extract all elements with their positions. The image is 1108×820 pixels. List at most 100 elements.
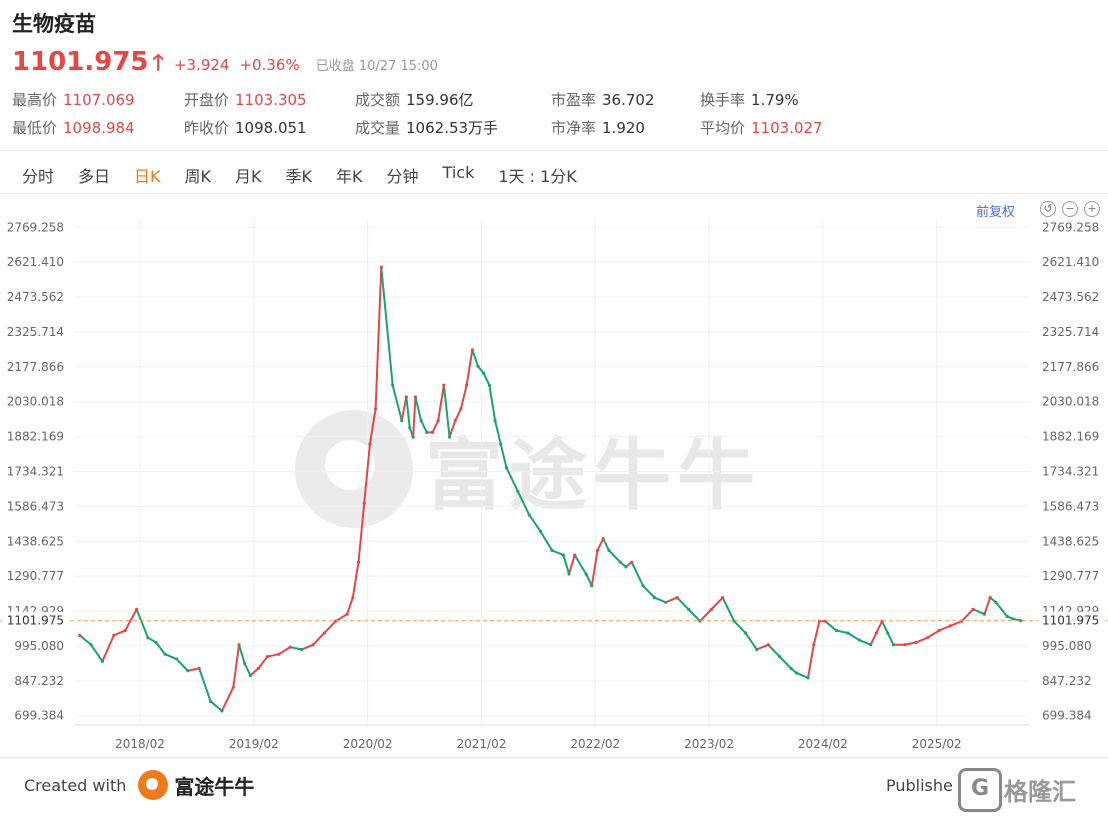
price-segment (795, 672, 810, 679)
y-tick-label-left: 995.080 (14, 639, 64, 653)
price-chart[interactable]: 2769.258 2769.258 2621.410 2621.410 2473.562… (0, 220, 1108, 760)
price-point (123, 629, 127, 633)
publisher-text: Publishe (886, 776, 953, 795)
price-segment (442, 384, 451, 439)
x-tick-label: 2025/02 (912, 737, 962, 751)
price-segment (368, 407, 377, 446)
price-point (624, 565, 628, 569)
price-point (425, 430, 429, 434)
price-point (778, 654, 782, 659)
price-segment (949, 620, 963, 627)
price-point (652, 595, 657, 600)
y-tick-label-left: 2473.562 (7, 290, 64, 304)
price-segment (437, 384, 445, 422)
price-segment (551, 549, 565, 557)
y-tick-label-right: 1290.777 (1042, 569, 1099, 583)
price-change: +3.924 (173, 56, 230, 74)
divider (0, 150, 1108, 151)
adjust-mode-toggle[interactable]: 前复权 (976, 205, 1016, 220)
price-point (584, 572, 588, 576)
price-segment (238, 643, 246, 665)
price-segment (539, 530, 553, 552)
tab-quarterly-k[interactable]: 季K (285, 167, 313, 186)
last-price-label-right: 1101.975 (1042, 614, 1099, 628)
price-segment (300, 643, 314, 651)
price-point (322, 631, 326, 635)
price-segment (186, 667, 201, 672)
price-point (795, 671, 799, 675)
price-segment (499, 443, 508, 469)
price-segment (346, 596, 354, 616)
price-point (971, 607, 975, 611)
tab-yearly-k[interactable]: 年K (336, 167, 363, 186)
zoom-out-icon[interactable]: − (1062, 201, 1078, 217)
price-segment (562, 554, 571, 575)
price-segment (744, 631, 758, 651)
price-segment (767, 643, 781, 658)
price-segment (676, 596, 690, 611)
undo-icon[interactable]: ↺ (1040, 201, 1056, 217)
price-point (391, 383, 395, 387)
tab-1day-1min[interactable]: 1天 : 1分K (498, 167, 577, 186)
tab-multiday[interactable]: 多日 (78, 167, 111, 186)
tab-tick[interactable]: Tick (442, 163, 475, 182)
price-point (618, 560, 622, 564)
tab-timeshare[interactable]: 分时 (22, 167, 55, 186)
y-tick-label-left: 2769.258 (7, 220, 64, 234)
price-segment (778, 655, 792, 670)
price-segment (459, 384, 468, 410)
y-tick-label-left: 2177.866 (7, 360, 64, 374)
price-segment (607, 549, 622, 564)
stat-turnover-rate: 换手率 1.79% (700, 91, 799, 109)
zoom-in-icon[interactable]: + (1084, 201, 1100, 217)
price-segment (972, 608, 986, 616)
divider (0, 193, 1108, 194)
price-segment (602, 537, 610, 552)
price-point (154, 640, 158, 645)
price-point (755, 647, 759, 652)
price-segment (585, 572, 593, 587)
tab-daily-k[interactable]: 日K (134, 167, 161, 186)
price-point (256, 666, 260, 670)
price-point (379, 265, 383, 269)
price-point (982, 612, 987, 616)
price-segment (357, 502, 366, 564)
price-segment (698, 608, 713, 623)
last-price: 1101.975 (12, 47, 149, 77)
price-segment (590, 549, 599, 587)
price-segment (78, 634, 93, 646)
price-point (368, 442, 372, 446)
price-segment (835, 629, 849, 634)
price-point (641, 584, 645, 588)
price-segment (312, 631, 326, 646)
price-point (373, 407, 378, 411)
y-tick-label-left: 2325.714 (7, 325, 64, 339)
price-point (174, 657, 179, 661)
price-segment (994, 601, 1009, 618)
price-segment (465, 348, 474, 387)
price-point (487, 383, 492, 387)
price-segment (198, 667, 212, 703)
stat-pb: 市净率 1.920 (551, 119, 645, 137)
tab-weekly-k[interactable]: 周K (184, 167, 212, 186)
y-tick-label-left: 847.232 (14, 674, 64, 688)
price-segment (363, 443, 371, 505)
gelonghui-watermark: 格隆汇 (1004, 778, 1076, 806)
price-point (470, 348, 474, 352)
price-point (476, 364, 480, 368)
price-point (914, 640, 918, 645)
price-point (237, 643, 241, 647)
price-segment (135, 608, 149, 639)
price-point (732, 619, 736, 623)
price-segment (664, 596, 679, 604)
stat-turnover-amount: 成交额 159.96亿 (355, 91, 474, 109)
price-point (400, 418, 404, 423)
last-price-badge-right (1038, 611, 1106, 630)
x-tick-label: 2021/02 (457, 737, 507, 751)
tab-minute[interactable]: 分钟 (386, 167, 419, 186)
price-point (834, 629, 839, 633)
price-segment (400, 395, 408, 422)
y-tick-label-right: 1882.169 (1042, 430, 1099, 444)
price-point (493, 418, 497, 423)
tab-monthly-k[interactable]: 月K (235, 167, 262, 186)
